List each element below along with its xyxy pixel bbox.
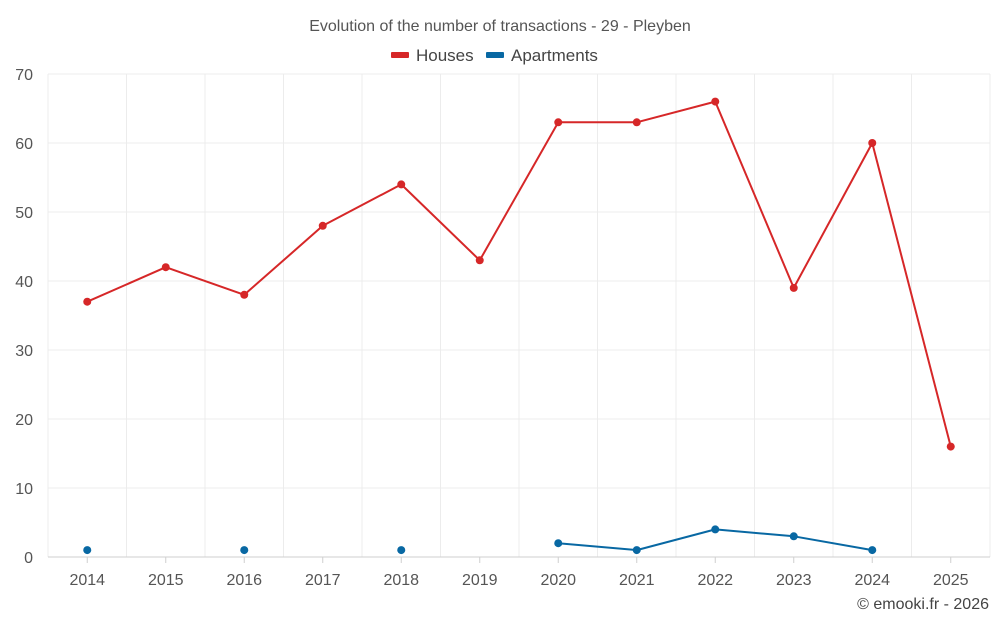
data-point-apartments[interactable]	[868, 546, 877, 555]
data-point-apartments[interactable]	[789, 532, 798, 541]
data-point-houses[interactable]	[397, 180, 406, 189]
legend: Houses Apartments	[391, 46, 598, 65]
data-point-apartments[interactable]	[711, 525, 720, 534]
series-line-houses	[86, 100, 952, 447]
y-tick-label: 70	[15, 67, 33, 84]
x-tick-label: 2023	[776, 572, 812, 589]
y-tick-label: 20	[15, 412, 33, 429]
credit-text: © emooki.fr - 2026	[857, 596, 989, 613]
data-point-houses[interactable]	[161, 263, 170, 272]
y-tick-label: 10	[15, 481, 33, 498]
data-point-houses[interactable]	[240, 290, 249, 299]
legend-item-apartments[interactable]: Apartments	[486, 46, 598, 65]
x-tick-label: 2024	[854, 572, 890, 589]
data-point-apartments[interactable]	[240, 546, 249, 555]
series-houses	[83, 97, 955, 451]
grid	[47, 73, 991, 557]
x-tick-label: 2020	[540, 572, 576, 589]
data-point-houses[interactable]	[868, 139, 877, 147]
legend-item-houses[interactable]: Houses	[391, 46, 474, 65]
plot-area	[83, 97, 955, 555]
chart-title: Evolution of the number of transactions …	[309, 18, 691, 35]
data-point-apartments[interactable]	[83, 546, 92, 555]
y-tick-label: 60	[15, 136, 33, 153]
data-point-houses[interactable]	[789, 283, 798, 292]
data-point-houses[interactable]	[83, 297, 92, 306]
data-point-houses[interactable]	[946, 442, 955, 451]
x-tick-label: 2019	[462, 572, 498, 589]
legend-label-houses: Houses	[416, 46, 474, 65]
x-tick-label: 2022	[697, 572, 733, 589]
y-tick-label: 30	[15, 343, 33, 360]
data-point-apartments[interactable]	[554, 539, 563, 548]
x-tick-label: 2025	[933, 572, 969, 589]
x-tick-label: 2021	[619, 572, 655, 589]
y-tick-label: 0	[24, 550, 33, 567]
series-apartments	[83, 525, 877, 555]
data-point-houses[interactable]	[318, 221, 327, 230]
legend-label-apartments: Apartments	[511, 46, 598, 65]
axes: 0 10 20 30 40 50 60 70 2014 2015 2016 2017 2018 2019 2…	[15, 67, 990, 589]
legend-swatch-apartments	[486, 52, 504, 58]
x-tick-label: 2018	[383, 572, 419, 589]
x-tick-label: 2017	[305, 572, 341, 589]
data-point-apartments[interactable]	[632, 546, 641, 555]
y-tick-label: 40	[15, 274, 33, 291]
x-tick-label: 2016	[226, 572, 262, 589]
y-tick-label: 50	[15, 205, 33, 222]
data-point-houses[interactable]	[632, 118, 641, 127]
x-tick-label: 2015	[148, 572, 184, 589]
data-point-houses[interactable]	[554, 118, 563, 127]
data-point-houses[interactable]	[711, 97, 720, 106]
legend-swatch-houses	[391, 52, 409, 58]
data-point-houses[interactable]	[475, 256, 484, 265]
data-point-apartments[interactable]	[397, 546, 406, 555]
x-tick-label: 2014	[69, 572, 105, 589]
